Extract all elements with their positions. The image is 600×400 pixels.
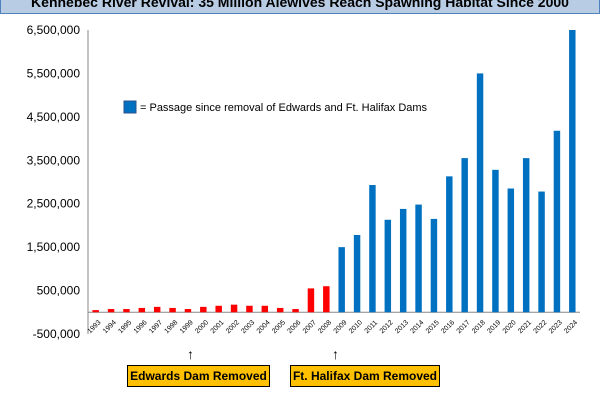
- bar-2024: [569, 30, 576, 313]
- x-tick-label: 2010: [348, 319, 364, 335]
- x-tick-label: 2012: [379, 319, 395, 335]
- bar-2000: [200, 306, 207, 313]
- bars: [92, 30, 576, 313]
- bar-2018: [476, 73, 484, 313]
- bar-1999: [184, 309, 192, 313]
- y-tick-label: -500,000: [33, 327, 81, 341]
- x-tick-label: 1999: [179, 319, 195, 335]
- x-tick-label: 2024: [563, 319, 579, 335]
- bar-2010: [353, 234, 361, 313]
- y-tick-label: 4,500,000: [27, 110, 81, 124]
- x-tick-label: 2023: [548, 319, 564, 335]
- y-tick-label: 6,500,000: [27, 23, 81, 37]
- x-tick-label: 2008: [317, 319, 333, 335]
- y-tick-label: 2,500,000: [27, 197, 81, 211]
- bar-2011: [369, 185, 376, 313]
- edwards-callout: Edwards Dam Removed: [127, 365, 270, 387]
- x-tick-label: 2022: [533, 319, 549, 335]
- x-tick-label: 2021: [517, 319, 533, 335]
- x-tick-label: 2006: [287, 319, 303, 335]
- x-tick-label: 1993: [87, 319, 103, 335]
- bar-2004: [261, 305, 269, 313]
- bar-2012: [384, 219, 392, 313]
- x-axis-labels: 1993 1994 1995 1996 1997 1998 1999 2000 2001 2002…: [87, 319, 580, 335]
- x-tick-label: 2007: [302, 319, 318, 335]
- legend-swatch: [123, 100, 137, 114]
- x-tick-label: 2003: [240, 319, 256, 335]
- bar-2014: [415, 204, 422, 313]
- bar-2007: [307, 288, 315, 313]
- bar-1994: [107, 309, 115, 313]
- halifax-callout: Ft. Halifax Dam Removed: [290, 365, 440, 387]
- x-tick-label: 2014: [410, 319, 426, 335]
- bar-2022: [538, 191, 545, 313]
- x-tick-label: 1997: [148, 319, 164, 335]
- bar-1993: [92, 310, 99, 313]
- bar-1995: [123, 309, 130, 313]
- x-tick-label: 2013: [394, 319, 410, 335]
- x-tick-label: 2009: [333, 319, 349, 335]
- bar-2023: [553, 130, 561, 313]
- bar-2009: [338, 247, 345, 313]
- x-tick-label: 1998: [164, 319, 180, 335]
- y-tick-label: 500,000: [37, 284, 81, 298]
- bar-2005: [276, 307, 284, 313]
- x-tick-label: 2002: [225, 319, 241, 335]
- halifax-arrow-icon: ↑: [332, 346, 339, 362]
- y-tick-label: 3,500,000: [27, 153, 81, 167]
- x-tick-label: 2019: [486, 319, 502, 335]
- x-tick-label: 2011: [364, 319, 380, 335]
- legend: = Passage since removal of Edwards and F…: [123, 100, 428, 114]
- bar-1996: [138, 307, 146, 313]
- x-tick-label: 2018: [471, 319, 487, 335]
- x-tick-label: 2000: [194, 319, 210, 335]
- edwards-arrow-icon: ↑: [187, 346, 194, 362]
- y-tick-label: 5,500,000: [27, 66, 81, 80]
- bar-2015: [430, 218, 438, 313]
- x-tick-label: 2016: [440, 319, 456, 335]
- bar-2020: [507, 188, 515, 313]
- x-tick-label: 1994: [102, 319, 118, 335]
- bar-2021: [522, 158, 530, 313]
- bar-2002: [230, 304, 238, 313]
- y-tick-label: 1,500,000: [27, 240, 81, 254]
- bar-2019: [492, 169, 499, 313]
- bar-2001: [215, 305, 222, 313]
- bar-1998: [169, 307, 176, 313]
- bar-2003: [246, 305, 253, 313]
- x-tick-label: 2015: [425, 319, 441, 335]
- bar-2006: [292, 309, 299, 313]
- bar-1997: [153, 306, 161, 313]
- x-tick-label: 1996: [133, 319, 149, 335]
- bar-2013: [399, 208, 407, 313]
- x-tick-label: 1995: [117, 319, 133, 335]
- legend-text: = Passage since removal of Edwards and F…: [140, 102, 428, 114]
- x-tick-label: 2005: [271, 319, 287, 335]
- x-tick-label: 2001: [210, 319, 226, 335]
- x-tick-label: 2020: [502, 319, 518, 335]
- x-tick-label: 2004: [256, 319, 272, 335]
- x-tick-label: 2017: [456, 319, 472, 335]
- bar-2017: [461, 158, 468, 313]
- bar-2016: [446, 176, 453, 313]
- y-axis: 6,500,000 5,500,000 4,500,000 3,500,000 2,50…: [27, 23, 580, 341]
- bar-2008: [323, 286, 330, 313]
